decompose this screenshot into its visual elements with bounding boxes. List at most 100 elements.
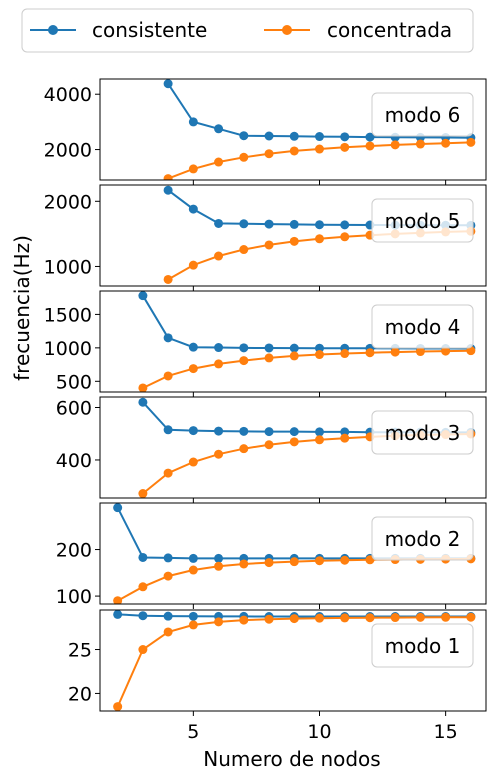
y-tick-label: 25 — [68, 640, 92, 662]
y-tick-label: 2000 — [44, 191, 92, 213]
panel-label: modo 2 — [385, 527, 461, 551]
data-point-concentrada — [390, 347, 400, 357]
data-point-concentrada — [214, 449, 224, 459]
data-point-concentrada — [289, 146, 299, 156]
data-point-consistente — [264, 219, 274, 229]
legend: consistente concentrada — [21, 8, 474, 53]
data-point-concentrada — [163, 371, 173, 381]
data-point-consistente — [113, 610, 123, 619]
data-point-consistente — [188, 342, 198, 352]
data-point-consistente — [188, 553, 198, 563]
data-point-concentrada — [340, 555, 350, 565]
panel-data — [163, 79, 476, 180]
data-point-concentrada — [466, 137, 476, 147]
data-point-consistente — [188, 611, 198, 621]
panel-label: modo 5 — [385, 209, 461, 233]
y-tick-label: 600 — [56, 397, 92, 419]
data-point-consistente — [239, 131, 249, 141]
data-point-concentrada — [314, 556, 324, 566]
data-point-consistente — [163, 611, 173, 621]
data-point-consistente — [214, 124, 224, 134]
y-tick-label: 2000 — [44, 140, 92, 162]
y-tick-label: 100 — [56, 586, 92, 608]
data-point-concentrada — [340, 433, 350, 443]
panel-label-box — [371, 92, 474, 137]
data-point-concentrada — [239, 245, 249, 255]
x-tick-label: 15 — [434, 721, 458, 743]
panel-2: 1000 2000 modo 5 — [44, 184, 487, 291]
legend-label-concentrada: concentrada — [327, 18, 452, 42]
y-tick-label: 400 — [56, 450, 92, 472]
data-point-concentrada — [441, 138, 451, 148]
data-point-concentrada — [239, 152, 249, 162]
data-point-concentrada — [188, 620, 198, 630]
panel-frame — [99, 502, 487, 605]
data-point-concentrada — [365, 613, 375, 623]
data-point-concentrada — [314, 435, 324, 445]
data-point-concentrada — [188, 260, 198, 270]
data-point-consistente — [289, 219, 299, 229]
x-tick-label: 5 — [187, 721, 199, 743]
data-point-concentrada — [188, 457, 198, 467]
data-point-concentrada — [415, 347, 425, 357]
panel-frame — [99, 78, 487, 181]
panel-4: 400 600 modo 3 — [56, 396, 487, 503]
panel-frame — [99, 609, 487, 712]
data-point-consistente — [289, 131, 299, 141]
data-point-consistente — [138, 397, 148, 407]
y-tick-label: 1000 — [44, 256, 92, 278]
legend-marker-consistente — [48, 25, 58, 35]
data-point-consistente — [264, 343, 274, 353]
data-point-concentrada — [264, 353, 274, 363]
data-point-consistente — [188, 426, 198, 436]
y-tick-label: 1500 — [44, 304, 92, 326]
panel-label: modo 1 — [385, 634, 461, 658]
panel-frame — [99, 396, 487, 499]
panel-frame — [99, 290, 487, 393]
data-point-concentrada — [314, 234, 324, 244]
data-point-concentrada — [214, 561, 224, 571]
data-point-consistente — [314, 343, 324, 353]
data-point-consistente — [188, 117, 198, 127]
data-point-consistente — [214, 218, 224, 228]
y-axis-label: frecuencia(Hz) — [10, 235, 34, 381]
data-point-concentrada — [239, 356, 249, 366]
data-point-concentrada — [214, 617, 224, 627]
data-point-consistente — [138, 611, 148, 621]
data-point-consistente — [163, 333, 173, 343]
data-point-consistente — [113, 503, 123, 513]
data-point-concentrada — [314, 350, 324, 360]
panel-label-box — [371, 198, 474, 243]
data-point-concentrada — [264, 558, 274, 568]
data-point-concentrada — [415, 612, 425, 622]
data-point-concentrada — [289, 557, 299, 567]
data-point-consistente — [138, 552, 148, 562]
data-point-concentrada — [264, 614, 274, 624]
data-point-concentrada — [264, 149, 274, 159]
panel-label-box — [371, 516, 474, 561]
data-point-consistente — [214, 553, 224, 563]
data-point-concentrada — [188, 364, 198, 374]
data-point-consistente — [264, 427, 274, 437]
y-tick-label: 500 — [56, 371, 92, 393]
legend-marker-concentrada — [282, 25, 292, 35]
data-point-concentrada — [289, 351, 299, 361]
data-point-consistente — [239, 343, 249, 353]
data-point-concentrada — [163, 571, 173, 581]
data-point-concentrada — [138, 489, 148, 498]
data-point-consistente — [289, 343, 299, 353]
data-point-concentrada — [415, 139, 425, 149]
y-tick-label: 20 — [68, 683, 92, 705]
panel-label: modo 4 — [385, 315, 461, 339]
data-point-consistente — [214, 426, 224, 436]
data-point-concentrada — [365, 348, 375, 358]
data-point-concentrada — [214, 157, 224, 167]
data-point-concentrada — [314, 144, 324, 154]
data-point-concentrada — [390, 613, 400, 623]
panel-label-box — [371, 410, 474, 455]
y-tick-label: 200 — [56, 540, 92, 562]
data-point-concentrada — [214, 359, 224, 369]
legend-frame — [21, 8, 474, 53]
x-tick-label: 10 — [307, 721, 331, 743]
